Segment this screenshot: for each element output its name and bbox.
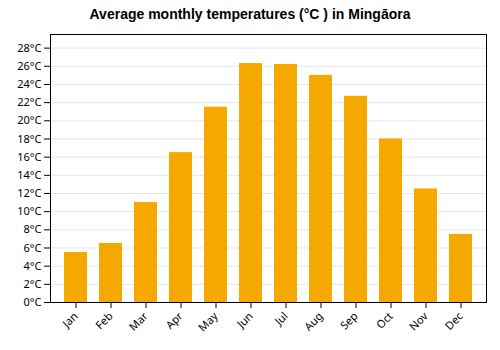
svg-text:Oct: Oct [372, 308, 395, 331]
svg-text:Jan: Jan [58, 308, 81, 331]
svg-text:May: May [195, 308, 221, 334]
svg-text:Aug: Aug [300, 308, 325, 333]
svg-text:Dec: Dec [441, 308, 465, 332]
svg-text:Jul: Jul [270, 308, 290, 328]
svg-text:6°C: 6°C [24, 240, 42, 255]
svg-text:18°C: 18°C [17, 130, 41, 145]
svg-text:4°C: 4°C [24, 258, 42, 273]
svg-text:20°C: 20°C [17, 112, 41, 127]
svg-text:12°C: 12°C [17, 185, 41, 200]
svg-text:Feb: Feb [92, 308, 116, 332]
svg-text:22°C: 22°C [17, 94, 41, 109]
svg-text:16°C: 16°C [17, 149, 41, 164]
svg-text:Apr: Apr [162, 308, 186, 332]
svg-text:28°C: 28°C [17, 40, 41, 55]
svg-text:26°C: 26°C [17, 58, 41, 73]
svg-text:Jun: Jun [233, 308, 256, 331]
svg-text:Sep: Sep [337, 308, 361, 332]
svg-text:Nov: Nov [406, 308, 431, 333]
svg-text:8°C: 8°C [24, 221, 42, 236]
svg-text:24°C: 24°C [17, 76, 41, 91]
html-text:Average monthly temperatures (: Average monthly temperatures (°C ) in Mi… [89, 6, 411, 22]
svg-text:Mar: Mar [125, 308, 151, 334]
svg-text:10°C: 10°C [17, 203, 41, 218]
svg-text:2°C: 2°C [24, 276, 42, 291]
svg-text:14°C: 14°C [17, 167, 41, 182]
svg-text:0°C: 0°C [24, 294, 42, 309]
